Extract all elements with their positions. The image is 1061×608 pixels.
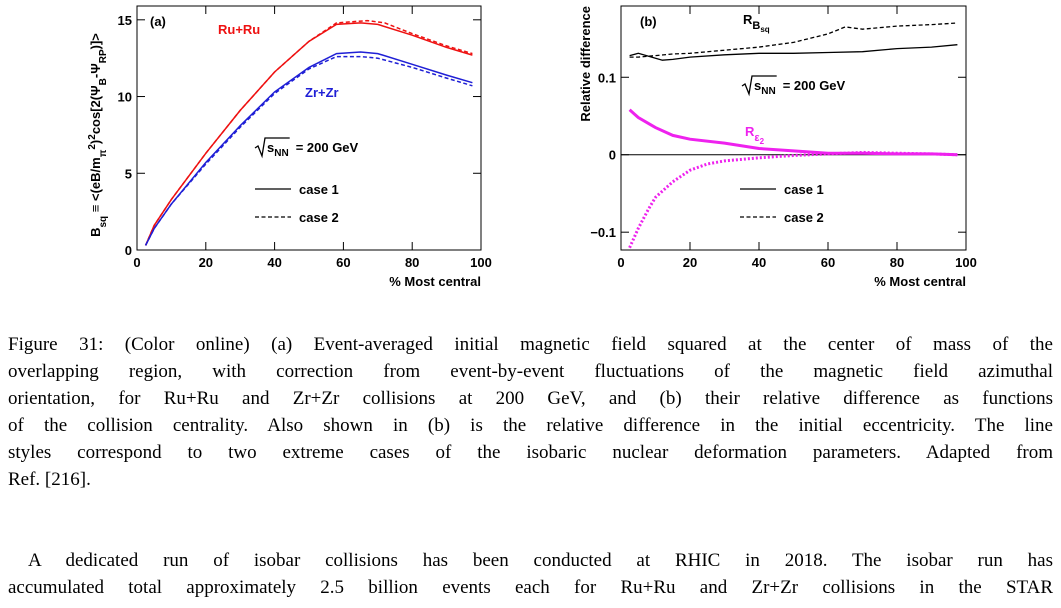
y-tick-label: 0 — [609, 148, 616, 163]
legend-label: case 1 — [299, 182, 339, 197]
legend-label: case 1 — [784, 182, 824, 197]
text-line: Figure 31: (Color online) (a) Event-aver… — [8, 334, 1053, 355]
sqrt-sign — [741, 75, 777, 97]
y-tick-label: 5 — [125, 166, 132, 181]
y-tick-label: 0 — [125, 243, 132, 258]
series-label: RBsq — [743, 12, 770, 34]
legend-label: case 2 — [299, 210, 339, 225]
x-tick-label: 60 — [336, 255, 350, 270]
plot-frame — [620, 5, 967, 251]
plot-frame — [136, 5, 482, 251]
series-label-name: Zr+Zr — [305, 85, 339, 100]
x-tick-label: 100 — [470, 255, 492, 270]
x-tick-label: 40 — [267, 255, 281, 270]
series-label-subsub: 2 — [760, 137, 765, 146]
energy-sub: NN — [274, 148, 288, 159]
x-axis-title: % Most central — [389, 274, 481, 289]
caption: Figure 31: (Color online) (a) Event-aver… — [8, 331, 1053, 493]
x-axis-title: % Most central — [874, 274, 966, 289]
series-label-name: R — [745, 124, 755, 139]
y-tick-label: 10 — [118, 90, 132, 105]
y-axis-title-part: sq — [98, 216, 109, 228]
panel-label: (a) — [150, 14, 166, 29]
y-axis-title-part: RP — [98, 49, 109, 63]
text-line: overlapping region, with correction from… — [8, 361, 1053, 382]
body-text: A dedicated run of isobar collisions has… — [8, 547, 1053, 601]
series-line — [628, 150, 958, 249]
y-axis-title-part: π — [98, 149, 109, 157]
panel-label: (b) — [640, 14, 657, 29]
energy-root: s — [267, 140, 274, 155]
series-label: Zr+Zr — [305, 85, 339, 100]
legend-label: case 2 — [784, 210, 824, 225]
series-line — [144, 19, 473, 246]
text-line: of the collision centrality. Also shown … — [8, 415, 1053, 436]
text-line: A dedicated run of isobar collisions has… — [28, 550, 1053, 571]
y-axis-title-part: ) — [88, 140, 103, 144]
y-axis-title-part: 2 — [87, 144, 98, 150]
series-label: Ru+Ru — [218, 22, 260, 37]
series-label-name: Ru+Ru — [218, 22, 260, 37]
y-axis-title-part: )]> — [88, 33, 103, 50]
series-line — [629, 44, 958, 61]
series-label-name: R — [743, 12, 753, 27]
series-line — [144, 55, 473, 246]
y-axis-title-part: B — [88, 228, 103, 237]
series-line — [628, 108, 958, 157]
x-tick-label: 0 — [133, 255, 140, 270]
energy-value: = 200 GeV — [296, 140, 359, 155]
text-line: orientation, for Ru+Ru and Zr+Zr collisi… — [8, 388, 1053, 409]
y-tick-label: 15 — [118, 13, 132, 28]
y-axis-title-part: cos[2(Ψ — [88, 85, 103, 134]
x-tick-label: 20 — [683, 255, 697, 270]
x-tick-label: 20 — [199, 255, 213, 270]
x-tick-label: 100 — [955, 255, 977, 270]
x-tick-label: 0 — [617, 255, 624, 270]
x-tick-label: 80 — [890, 255, 904, 270]
energy-label: sNN — [754, 78, 776, 97]
y-tick-label: 0.1 — [598, 70, 616, 85]
y-axis-title-part: 2 — [87, 134, 98, 140]
y-axis-title-part: ≡ <(eB/m — [88, 157, 103, 216]
x-tick-label: 80 — [405, 255, 419, 270]
energy-sub: NN — [761, 86, 775, 97]
y-axis-title-part: Relative difference — [578, 6, 593, 122]
series-label: Rε2 — [745, 124, 765, 146]
text-line: styles correspond to two extreme cases o… — [8, 442, 1053, 463]
x-tick-label: 40 — [752, 255, 766, 270]
sqrt-sign — [254, 137, 290, 159]
y-axis-title-part: B — [98, 78, 109, 85]
y-axis-title-part: -Ψ — [88, 63, 103, 78]
y-tick-label: −0.1 — [590, 225, 616, 240]
energy-value: = 200 GeV — [783, 78, 846, 93]
x-tick-label: 60 — [821, 255, 835, 270]
y-axis-title: Bsq ≡ <(eB/mπ2)2cos[2(ΨB-ΨRP)]> — [87, 33, 109, 237]
energy-root: s — [754, 78, 761, 93]
series-label-subsub: sq — [760, 25, 769, 34]
series-label-sub: B — [752, 20, 760, 32]
y-axis-title: Relative difference — [578, 6, 593, 122]
text-line: Ref. [216]. — [8, 469, 91, 490]
series-line — [629, 22, 958, 58]
series-label-sub: ε — [754, 132, 760, 144]
text-line: accumulated total approximately 2.5 bill… — [8, 577, 1053, 598]
energy-label: sNN — [267, 140, 289, 159]
